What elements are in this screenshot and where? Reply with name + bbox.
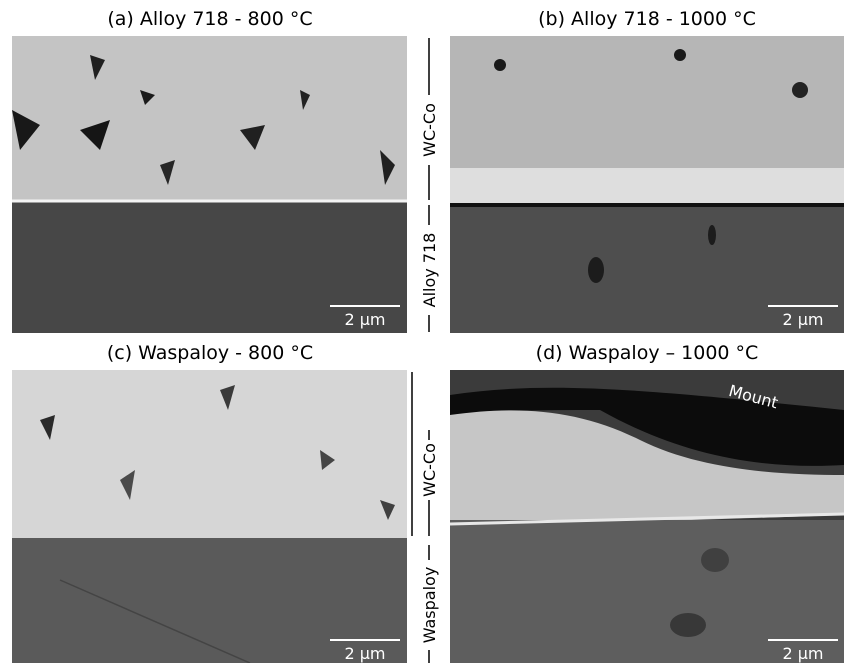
side-label: Alloy 718 xyxy=(420,233,439,308)
panel-title: (d) Waspaloy – 1000 °C xyxy=(536,342,759,364)
scale-bar-label: 2 µm xyxy=(782,644,823,663)
scale-bars xyxy=(330,305,838,641)
scale-bar-label: 2 µm xyxy=(344,644,385,663)
side-arrows xyxy=(411,38,430,663)
panel-title: (b) Alloy 718 - 1000 °C xyxy=(538,8,756,30)
side-label: WC-Co xyxy=(420,103,439,157)
micrograph-b xyxy=(450,36,844,333)
micrograph-d: Mount xyxy=(449,370,844,663)
scale-bar-label: 2 µm xyxy=(344,310,385,329)
panel-title: (c) Waspaloy - 800 °C xyxy=(107,342,313,364)
side-label: Waspaloy xyxy=(420,567,439,644)
micrograph-a xyxy=(12,36,407,333)
side-label: WC-Co xyxy=(420,443,439,497)
panel-title: (a) Alloy 718 - 800 °C xyxy=(107,8,312,30)
micrograph-c xyxy=(12,370,407,663)
scale-bar-label: 2 µm xyxy=(782,310,823,329)
